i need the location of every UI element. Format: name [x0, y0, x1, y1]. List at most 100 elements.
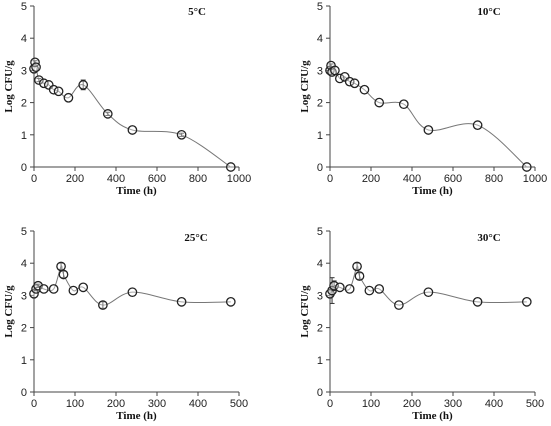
data-point: [58, 269, 69, 280]
panel-title: 30°C: [477, 232, 500, 244]
x-axis-title: Time (h): [116, 410, 157, 422]
x-tick-label: 400: [403, 173, 421, 185]
y-tick-label: 1: [21, 355, 27, 367]
data-point: [176, 129, 187, 140]
data-point: [68, 285, 79, 296]
y-tick-label: 0: [317, 162, 323, 174]
data-point: [352, 261, 362, 272]
y-axis-title: Log CFU/g: [3, 60, 15, 113]
x-tick-label: 1000: [523, 173, 547, 185]
data-point: [364, 285, 375, 296]
y-tick-label: 0: [317, 387, 323, 399]
data-point: [472, 120, 483, 130]
data-point: [98, 300, 108, 310]
y-axis-title: Log CFU/g: [299, 285, 311, 338]
x-tick-label: 0: [31, 398, 37, 410]
data-point: [176, 296, 187, 307]
y-tick-label: 5: [21, 226, 27, 238]
x-tick-label: 100: [66, 398, 84, 410]
data-point: [359, 84, 370, 95]
data-point: [34, 75, 44, 85]
y-tick-label: 2: [21, 323, 27, 335]
data-point: [330, 65, 340, 76]
panel-title: 25°C: [184, 232, 207, 244]
x-tick-label: 200: [66, 173, 84, 185]
data-point: [38, 284, 49, 294]
data-point: [63, 92, 74, 103]
data-point: [127, 125, 138, 135]
x-axis-title: Time (h): [412, 185, 453, 197]
data-point: [344, 284, 355, 294]
series-line: [329, 65, 528, 168]
data-point: [56, 261, 66, 272]
data-point: [423, 125, 434, 135]
series-line: [33, 61, 232, 168]
data-point: [225, 296, 236, 307]
x-tick-label: 800: [189, 173, 207, 185]
x-tick-label: 100: [362, 398, 380, 410]
x-tick-label: 600: [444, 173, 462, 185]
data-point: [521, 296, 532, 307]
x-tick-label: 500: [526, 398, 544, 410]
data-point: [354, 271, 365, 281]
data-point: [349, 78, 360, 89]
y-tick-label: 4: [317, 258, 323, 270]
x-axis-title: Time (h): [412, 410, 453, 422]
y-tick-label: 2: [317, 323, 323, 335]
panel-3: 0 1 2 3 4 5 0 100 200 300 400 500 Time (h) Log CFU/g 2…: [3, 226, 248, 422]
data-point: [78, 282, 89, 293]
data-point: [225, 162, 236, 172]
x-tick-label: 0: [31, 173, 37, 185]
y-tick-label: 5: [317, 1, 323, 13]
x-tick-label: 200: [362, 173, 380, 185]
data-point: [29, 288, 39, 299]
x-tick-label: 400: [485, 398, 503, 410]
data-point: [102, 109, 113, 119]
y-tick-label: 1: [317, 130, 323, 142]
y-tick-label: 4: [21, 33, 27, 45]
x-tick-label: 200: [403, 398, 421, 410]
data-point: [398, 99, 409, 110]
x-tick-label: 300: [148, 398, 166, 410]
y-tick-label: 2: [317, 98, 323, 110]
data-point: [53, 86, 64, 97]
y-tick-label: 4: [317, 33, 323, 45]
x-tick-label: 400: [107, 173, 125, 185]
y-tick-label: 5: [317, 226, 323, 238]
x-tick-label: 0: [327, 398, 333, 410]
data-point: [374, 284, 385, 294]
panel-1: 0 1 2 3 4 5 0 200 400 600 800 1000 Time (h) Log CFU/g…: [3, 1, 251, 197]
x-tick-label: 600: [148, 173, 166, 185]
x-tick-label: 0: [327, 173, 333, 185]
y-tick-label: 3: [317, 65, 323, 77]
y-tick-label: 4: [21, 258, 27, 270]
x-tick-label: 500: [230, 398, 248, 410]
y-tick-label: 5: [21, 1, 27, 13]
panel-4: 0 1 2 3 4 5 0 100 200 300 400 500 Time (h) Log CFU/g 3…: [299, 226, 544, 422]
data-point: [334, 282, 345, 293]
y-tick-label: 3: [21, 290, 27, 302]
y-tick-label: 3: [21, 65, 27, 77]
data-point: [48, 284, 59, 294]
y-tick-label: 2: [21, 98, 27, 110]
x-tick-label: 200: [107, 398, 125, 410]
x-tick-label: 800: [485, 173, 503, 185]
x-tick-label: 1000: [227, 173, 251, 185]
data-point: [31, 62, 41, 73]
y-tick-label: 1: [317, 355, 323, 367]
data-point: [394, 300, 404, 310]
panel-2: 0 1 2 3 4 5 0 200 400 600 800 1000 Time (h) Log CFU/g…: [299, 1, 547, 197]
x-axis-title: Time (h): [116, 185, 157, 197]
y-axis-title: Log CFU/g: [3, 285, 15, 338]
panel-title: 5°C: [188, 6, 206, 18]
x-tick-label: 300: [444, 398, 462, 410]
panel-title: 10°C: [477, 6, 500, 18]
y-tick-label: 3: [317, 290, 323, 302]
data-point: [472, 296, 483, 307]
y-tick-label: 0: [21, 387, 27, 399]
x-tick-label: 400: [189, 398, 207, 410]
y-tick-label: 1: [21, 130, 27, 142]
data-point: [521, 162, 532, 172]
data-point: [127, 287, 138, 298]
